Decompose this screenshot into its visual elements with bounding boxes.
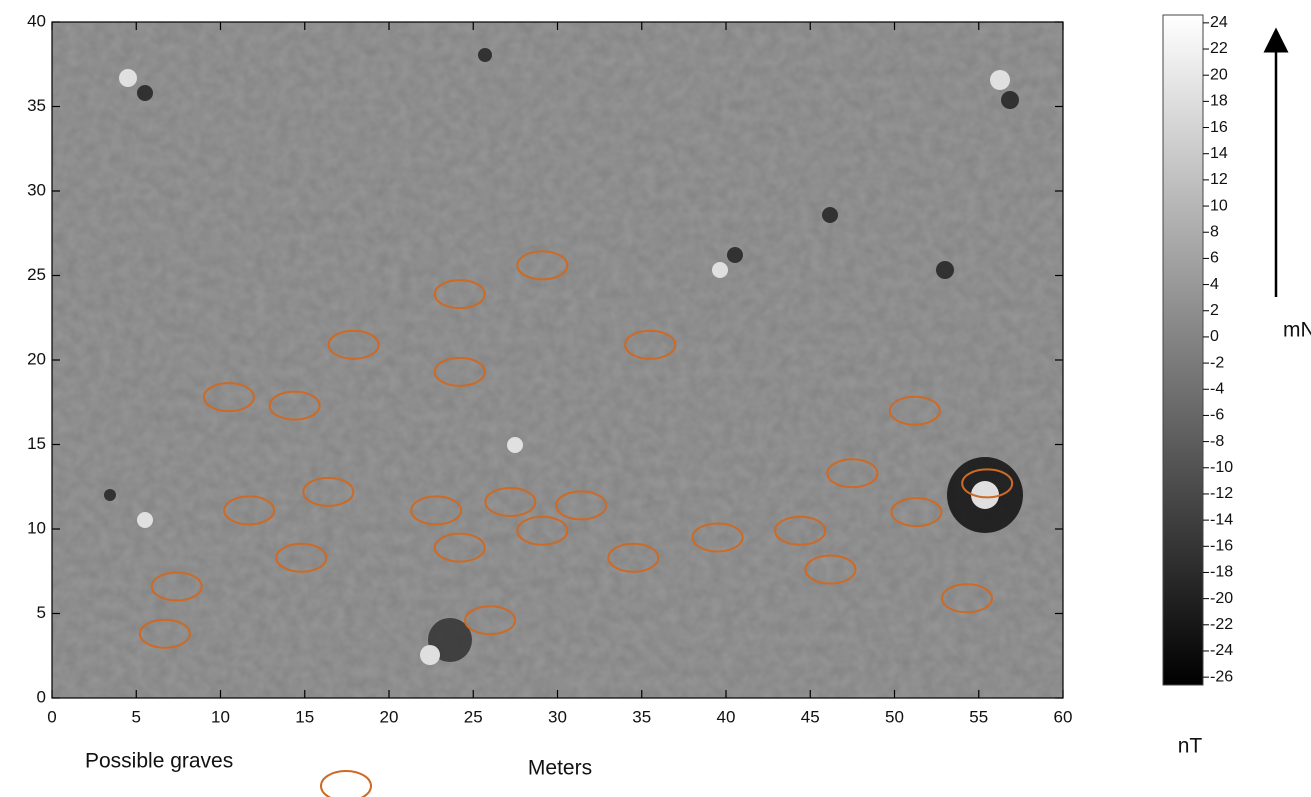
colorbar-tick-label: -6	[1210, 407, 1224, 424]
colorbar-tick-label: -14	[1210, 511, 1233, 528]
colorbar-tick-label: -18	[1210, 564, 1233, 581]
x-tick-label: 45	[801, 707, 820, 726]
y-tick-label: 35	[27, 96, 46, 115]
north-label: mN	[1283, 319, 1311, 342]
colorbar-tick-label: 16	[1210, 119, 1228, 136]
legend-label: Possible graves	[85, 750, 233, 773]
x-tick-label: 5	[132, 707, 141, 726]
y-tick-label: 25	[27, 265, 46, 284]
colorbar-tick-label: 18	[1210, 93, 1228, 110]
x-tick-label: 50	[885, 707, 904, 726]
colorbar-tick-label: -12	[1210, 485, 1233, 502]
colorbar-tick-label: 2	[1210, 302, 1219, 319]
y-tick-label: 30	[27, 180, 46, 199]
colorbar-tick-label: -2	[1210, 354, 1224, 371]
colorbar-tick-label: 12	[1210, 171, 1228, 188]
y-tick-label: 0	[37, 687, 46, 706]
plot-area	[52, 22, 1063, 698]
colorbar-tick-label: -8	[1210, 433, 1224, 450]
x-tick-label: 30	[548, 707, 567, 726]
colorbar-tick-label: -24	[1210, 642, 1233, 659]
colorbar-tick-label: -10	[1210, 459, 1233, 476]
colorbar-label: nT	[1178, 735, 1203, 758]
x-tick-label: 15	[295, 707, 314, 726]
colorbar-tick-label: 24	[1210, 14, 1228, 31]
colorbar-tick-label: -20	[1210, 590, 1233, 607]
legend-marker	[321, 771, 371, 797]
y-tick-label: 5	[37, 603, 46, 622]
x-tick-label: 10	[211, 707, 230, 726]
x-axis-label: Meters	[528, 757, 592, 780]
colorbar-tick-label: 0	[1210, 328, 1219, 345]
y-tick-label: 15	[27, 434, 46, 453]
colorbar-tick-label: 8	[1210, 223, 1219, 240]
colorbar-tick-label: 14	[1210, 145, 1228, 162]
x-tick-label: 20	[380, 707, 399, 726]
colorbar-tick-label: -26	[1210, 668, 1233, 685]
x-tick-label: 60	[1054, 707, 1073, 726]
x-tick-label: 40	[717, 707, 736, 726]
colorbar-tick-label: 10	[1210, 197, 1228, 214]
y-tick-label: 10	[27, 518, 46, 537]
x-tick-label: 25	[464, 707, 483, 726]
y-tick-label: 40	[27, 11, 46, 30]
colorbar-tick-label: -16	[1210, 538, 1233, 555]
magnetic-map	[52, 22, 1063, 698]
chart: mN nT Meters Possible graves 05101520253…	[0, 0, 1311, 797]
colorbar-tick-label: 4	[1210, 276, 1219, 293]
y-tick-label: 20	[27, 349, 46, 368]
x-tick-label: 35	[632, 707, 651, 726]
x-tick-label: 55	[969, 707, 988, 726]
colorbar-tick-label: 22	[1210, 40, 1228, 57]
colorbar-tick-label: 20	[1210, 66, 1228, 83]
x-tick-label: 0	[47, 707, 56, 726]
colorbar-tick-label: -22	[1210, 616, 1233, 633]
colorbar-tick-label: 6	[1210, 250, 1219, 267]
colorbar-tick-label: -4	[1210, 380, 1224, 397]
colorbar	[1163, 15, 1203, 685]
